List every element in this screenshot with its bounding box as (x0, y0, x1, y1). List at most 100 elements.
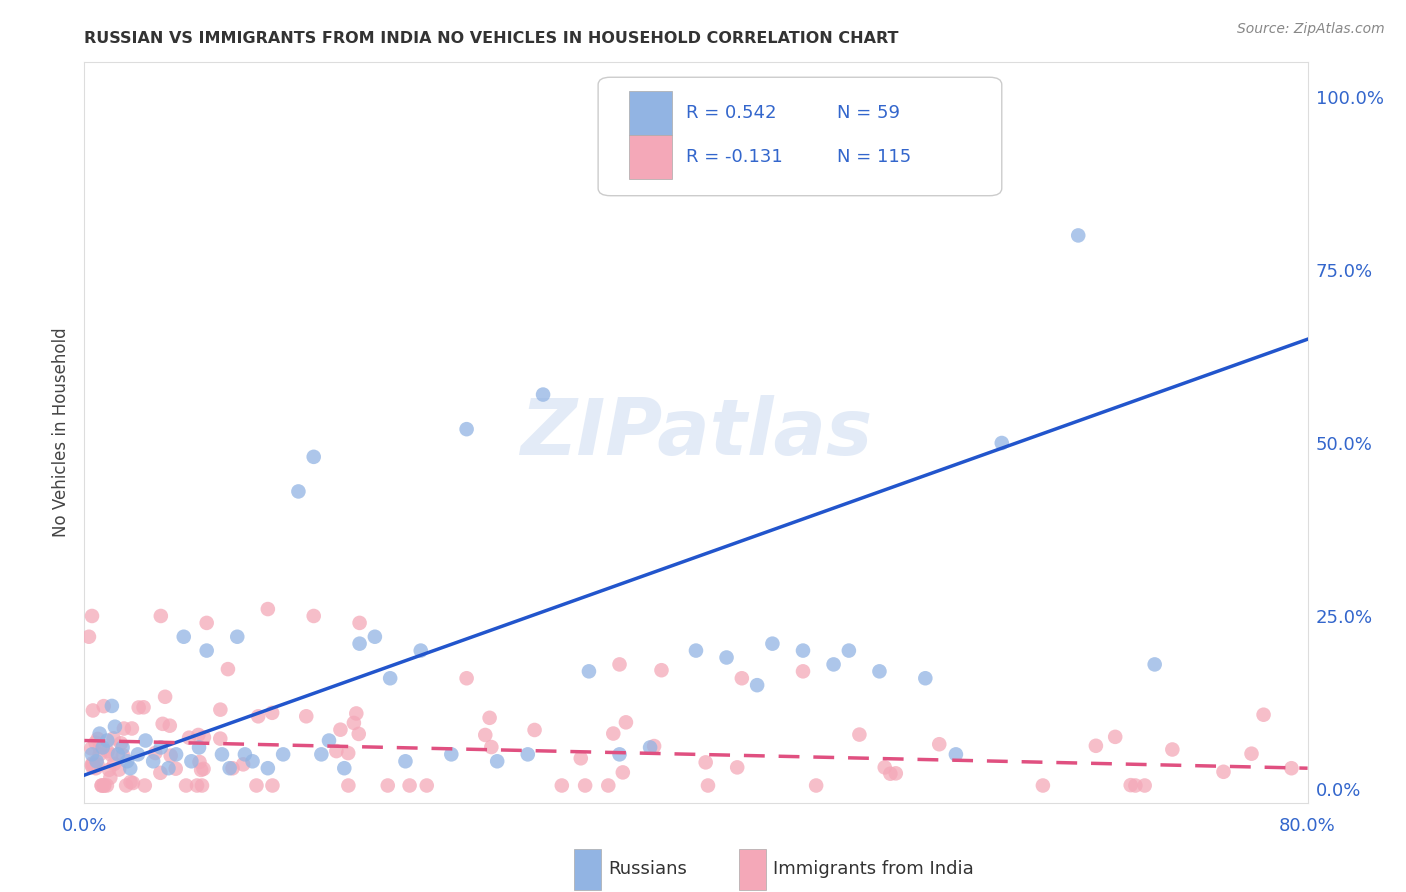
Point (643, 739, 665, 753)
Text: RUSSIAN VS IMMIGRANTS FROM INDIA NO VEHICLES IN HOUSEHOLD CORRELATION CHART: RUSSIAN VS IMMIGRANTS FROM INDIA NO VEHI… (84, 31, 898, 46)
Point (112, 722, 135, 736)
Point (89, 740, 111, 755)
Point (122, 776, 145, 790)
Point (914, 671, 936, 685)
Point (186, 779, 208, 793)
Point (1133, 779, 1156, 793)
Point (1212, 764, 1234, 779)
Point (456, 422, 478, 436)
Point (761, 637, 783, 651)
Point (128, 700, 150, 714)
Point (1240, 747, 1263, 761)
Point (792, 643, 814, 657)
Point (242, 754, 264, 768)
Point (110, 736, 132, 750)
Point (107, 747, 129, 762)
Point (349, 637, 371, 651)
Point (928, 737, 950, 751)
Point (574, 779, 596, 793)
Point (318, 733, 340, 747)
Point (823, 657, 845, 672)
Point (232, 757, 254, 772)
Point (551, 779, 574, 793)
Point (478, 711, 501, 725)
Point (191, 779, 214, 793)
Point (90, 779, 112, 793)
Point (295, 709, 318, 723)
Point (86, 754, 108, 768)
Point (1067, 228, 1090, 243)
Point (879, 766, 901, 780)
Point (103, 756, 125, 771)
Point (262, 706, 284, 720)
Point (697, 779, 720, 793)
Point (112, 748, 135, 763)
Point (257, 602, 280, 616)
Point (173, 630, 195, 644)
Text: ZIPatlas: ZIPatlas (520, 394, 872, 471)
Point (731, 671, 754, 685)
Point (177, 731, 200, 745)
Point (804, 779, 827, 793)
Text: Source: ZipAtlas.com: Source: ZipAtlas.com (1237, 22, 1385, 37)
Point (377, 779, 399, 793)
Point (1253, 707, 1275, 722)
FancyBboxPatch shape (628, 91, 672, 135)
Point (416, 779, 439, 793)
Point (132, 700, 155, 714)
Point (716, 650, 738, 665)
Point (89, 726, 111, 740)
Point (1281, 761, 1303, 775)
Point (180, 754, 202, 768)
Point (86, 757, 108, 772)
Text: R = 0.542: R = 0.542 (686, 103, 776, 122)
Point (98, 771, 121, 785)
Point (344, 706, 367, 721)
Point (104, 720, 127, 734)
Point (792, 665, 814, 679)
Point (134, 779, 156, 793)
Point (873, 760, 896, 774)
Point (271, 747, 294, 762)
Point (111, 740, 134, 755)
Point (93, 779, 115, 793)
Point (486, 754, 509, 768)
Point (247, 709, 270, 723)
Point (991, 436, 1014, 450)
Point (612, 765, 634, 780)
Point (409, 643, 432, 657)
Point (87, 731, 110, 746)
FancyBboxPatch shape (738, 849, 766, 890)
Point (456, 671, 478, 685)
Point (149, 765, 172, 780)
Text: Immigrants from India: Immigrants from India (773, 861, 974, 879)
Point (337, 746, 360, 760)
FancyBboxPatch shape (574, 849, 600, 890)
Point (211, 747, 233, 762)
Y-axis label: No Vehicles in Household: No Vehicles in Household (52, 327, 70, 538)
Point (165, 762, 187, 776)
Point (143, 746, 166, 760)
Point (82, 760, 104, 774)
Point (103, 731, 125, 746)
Point (165, 747, 187, 762)
Point (153, 690, 176, 704)
Point (884, 766, 907, 780)
Point (218, 761, 240, 775)
Point (1104, 730, 1126, 744)
Point (569, 751, 592, 765)
FancyBboxPatch shape (628, 135, 672, 179)
Point (650, 663, 672, 677)
Point (364, 630, 387, 644)
Point (747, 678, 769, 692)
Point (349, 615, 371, 630)
Point (302, 609, 325, 624)
Point (945, 747, 967, 762)
Point (440, 747, 463, 762)
Point (152, 716, 174, 731)
Point (100, 747, 122, 762)
Point (1084, 739, 1107, 753)
Point (84, 736, 107, 750)
Point (609, 657, 631, 672)
Point (108, 763, 131, 777)
